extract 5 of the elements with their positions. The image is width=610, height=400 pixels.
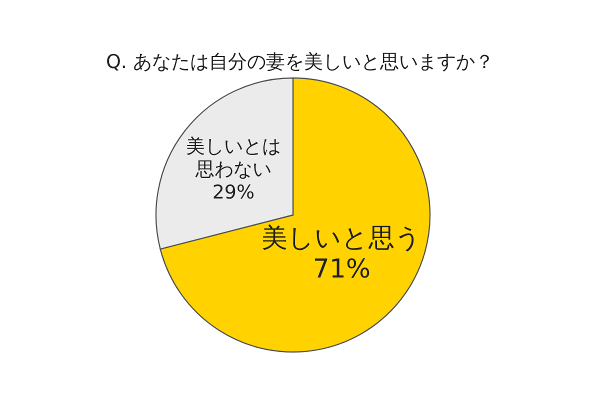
- chart-title: Q. あなたは自分の妻を美しいと思いますか？: [106, 51, 494, 73]
- slice-label: 美しいとは思わない: [186, 136, 281, 180]
- data-label: 71%: [312, 254, 371, 284]
- slice-label: 美しいと思う: [262, 223, 422, 254]
- data-label: 29%: [212, 181, 255, 204]
